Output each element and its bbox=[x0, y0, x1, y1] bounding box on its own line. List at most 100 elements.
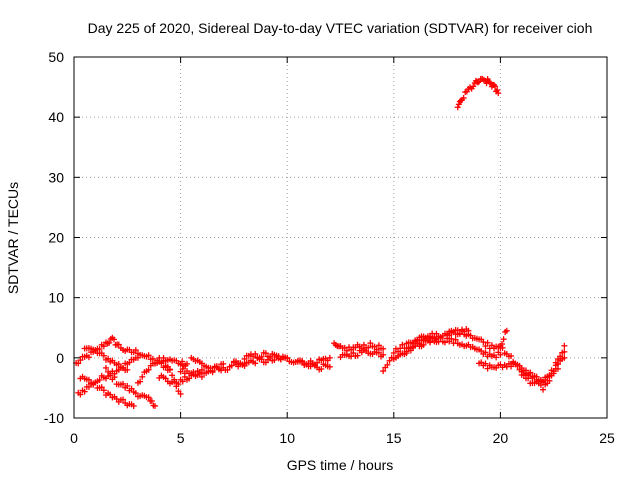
data-point bbox=[132, 390, 139, 397]
data-point bbox=[497, 351, 504, 358]
data-point bbox=[416, 340, 423, 347]
data-point bbox=[499, 344, 506, 351]
x-tick-label: 20 bbox=[493, 430, 509, 446]
data-point bbox=[484, 339, 491, 346]
data-point bbox=[209, 369, 216, 376]
data-point bbox=[326, 354, 333, 361]
data-point bbox=[375, 349, 382, 356]
data-points bbox=[73, 75, 568, 409]
data-point bbox=[145, 366, 152, 373]
y-axis-label: SDTVAR / TECUs bbox=[5, 182, 21, 294]
data-point bbox=[493, 354, 500, 361]
data-point bbox=[107, 370, 114, 377]
data-point bbox=[120, 380, 127, 387]
data-point bbox=[177, 390, 184, 397]
x-tick-label: 5 bbox=[177, 430, 185, 446]
y-tick-label: 50 bbox=[48, 49, 64, 65]
data-point bbox=[252, 350, 259, 357]
y-tick-label: -10 bbox=[44, 410, 64, 426]
axis-ticks: 0 5 10 15 20 25 -10 0 10 20 30 40 50 bbox=[44, 49, 615, 446]
data-point bbox=[115, 341, 122, 348]
data-point bbox=[367, 340, 374, 347]
y-tick-label: 20 bbox=[48, 230, 64, 246]
data-point bbox=[429, 334, 436, 341]
data-point bbox=[102, 364, 109, 371]
x-tick-label: 10 bbox=[279, 430, 295, 446]
data-point bbox=[500, 336, 507, 343]
data-point bbox=[531, 372, 538, 379]
data-point bbox=[475, 79, 482, 86]
data-point bbox=[110, 336, 117, 343]
x-tick-label: 0 bbox=[70, 430, 78, 446]
data-point bbox=[183, 360, 190, 367]
data-point bbox=[100, 352, 107, 359]
data-point bbox=[120, 396, 127, 403]
data-point bbox=[375, 342, 382, 349]
data-point bbox=[441, 339, 448, 346]
data-point bbox=[228, 362, 235, 369]
data-point bbox=[459, 326, 466, 333]
data-point bbox=[427, 338, 434, 345]
y-tick-label: 40 bbox=[48, 109, 64, 125]
y-tick-label: 0 bbox=[56, 350, 64, 366]
data-point bbox=[380, 368, 387, 375]
data-point bbox=[100, 343, 107, 350]
data-point bbox=[85, 383, 92, 390]
data-point bbox=[100, 387, 107, 394]
data-point bbox=[220, 360, 227, 367]
data-point bbox=[380, 351, 387, 358]
data-point bbox=[75, 360, 82, 367]
data-point bbox=[540, 386, 547, 393]
data-point bbox=[175, 381, 182, 388]
data-point bbox=[258, 356, 265, 363]
data-point bbox=[128, 385, 135, 392]
data-point bbox=[452, 336, 459, 343]
data-point bbox=[354, 352, 361, 359]
data-point bbox=[148, 398, 155, 405]
data-point bbox=[494, 87, 501, 94]
data-point bbox=[152, 360, 159, 367]
data-point bbox=[559, 355, 566, 362]
data-point bbox=[486, 79, 493, 86]
data-point bbox=[137, 378, 144, 385]
data-point bbox=[561, 342, 568, 349]
data-point bbox=[484, 365, 491, 372]
x-tick-label: 15 bbox=[386, 430, 402, 446]
data-point bbox=[85, 354, 92, 361]
data-point bbox=[454, 104, 461, 111]
data-point bbox=[514, 363, 521, 370]
data-point bbox=[488, 342, 495, 349]
data-point bbox=[77, 357, 84, 364]
data-point bbox=[350, 350, 357, 357]
data-point bbox=[105, 355, 112, 362]
data-point bbox=[139, 373, 146, 380]
data-point bbox=[550, 370, 557, 377]
data-point bbox=[124, 366, 131, 373]
data-point bbox=[284, 354, 291, 361]
data-point bbox=[460, 94, 467, 101]
data-point bbox=[179, 358, 186, 365]
data-point bbox=[85, 376, 92, 383]
data-point bbox=[503, 327, 510, 334]
data-point bbox=[171, 376, 178, 383]
data-point bbox=[318, 366, 325, 373]
data-point bbox=[554, 365, 561, 372]
data-point bbox=[166, 366, 173, 373]
data-point bbox=[130, 402, 137, 409]
data-point bbox=[215, 365, 222, 372]
data-point bbox=[527, 369, 534, 376]
data-point bbox=[106, 339, 113, 346]
data-point bbox=[224, 366, 231, 373]
data-point bbox=[132, 347, 139, 354]
data-point bbox=[386, 357, 393, 364]
y-tick-label: 10 bbox=[48, 290, 64, 306]
data-point bbox=[169, 372, 176, 379]
data-point bbox=[454, 327, 461, 334]
data-point bbox=[241, 355, 248, 362]
data-point bbox=[241, 362, 248, 369]
data-point bbox=[198, 373, 205, 380]
y-tick-label: 30 bbox=[48, 169, 64, 185]
data-point bbox=[179, 365, 186, 372]
data-point bbox=[482, 349, 489, 356]
